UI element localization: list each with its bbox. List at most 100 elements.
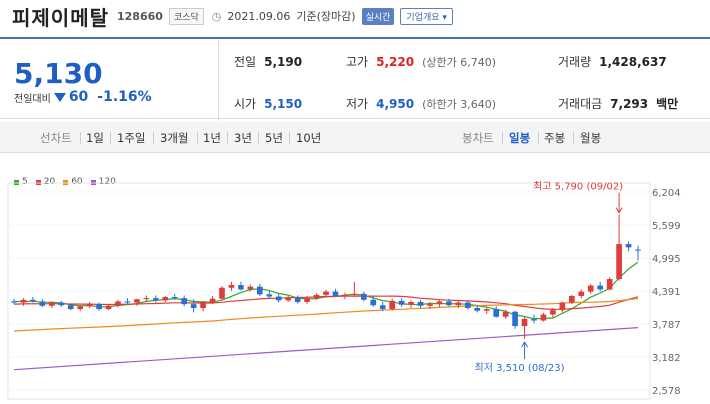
tab-1w[interactable]: 1주일 xyxy=(117,131,146,145)
candle-body xyxy=(115,301,121,306)
market-badge: 코스닥 xyxy=(168,7,204,25)
y-tick-label: 4,995 xyxy=(652,254,681,265)
candle-body xyxy=(219,287,225,299)
y-tick-label: 2,578 xyxy=(652,386,681,397)
tab-candle-chart[interactable]: 봉차트 xyxy=(462,131,494,145)
tab-10y[interactable]: 10년 xyxy=(296,131,322,145)
tab-monthly[interactable]: 월봉 xyxy=(580,131,602,145)
candle-body xyxy=(105,305,112,310)
amount-unit: 백만 xyxy=(656,97,679,111)
legend-item: 60 xyxy=(63,177,83,187)
candle-body xyxy=(616,244,622,280)
candle-body xyxy=(285,297,292,301)
divider xyxy=(502,132,503,144)
chart-legend: 5 20 60 120 xyxy=(14,177,116,187)
realtime-button[interactable]: 실시간 xyxy=(361,7,395,25)
change-percent: -1.16% xyxy=(97,89,152,105)
candle-body xyxy=(39,301,46,306)
candle-body xyxy=(587,285,594,292)
candle-body xyxy=(578,291,585,296)
candle-body xyxy=(304,298,310,302)
tab-3y[interactable]: 3년 xyxy=(234,131,252,145)
candlestick-chart[interactable]: 6,204 5,599 4,995 4,391 3,787 3,182 2,578 최고 5,… xyxy=(0,155,710,404)
down-arrow-icon xyxy=(53,92,66,102)
candle-body xyxy=(313,294,320,299)
legend-label: 5 xyxy=(22,177,28,187)
candle-body xyxy=(474,307,481,311)
ma60-line xyxy=(13,298,639,332)
candle-body xyxy=(58,302,65,306)
y-tick-label: 3,182 xyxy=(652,353,681,364)
candle-body xyxy=(96,304,102,310)
stat-volume: 거래량 1,428,637 xyxy=(558,53,667,70)
stat-prev: 전일 5,190 xyxy=(234,53,302,70)
stat-label: 거래량 xyxy=(558,55,592,69)
min-label: 최저 3,510 (08/23) xyxy=(475,362,565,374)
tab-1y[interactable]: 1년 xyxy=(203,131,221,145)
divider xyxy=(110,132,111,144)
tab-daily[interactable]: 일봉 xyxy=(509,131,531,145)
candle-body xyxy=(134,299,140,303)
candle-body xyxy=(266,294,273,297)
candle-body xyxy=(597,285,604,290)
stat-value: 4,950 xyxy=(376,97,415,111)
candle-body xyxy=(389,300,396,310)
clock-icon: ◷ xyxy=(211,9,222,23)
candle-body xyxy=(370,299,377,306)
legend-swatch xyxy=(63,179,69,185)
stat-label: 저가 xyxy=(346,97,369,111)
min-arrowhead xyxy=(521,341,528,348)
candle-body xyxy=(483,309,490,311)
candle-body xyxy=(48,302,55,306)
legend-item: 120 xyxy=(90,177,116,187)
candle-body xyxy=(550,310,556,315)
legend-swatch xyxy=(35,179,41,185)
max-label: 최고 5,790 (09/02) xyxy=(533,181,623,193)
divider xyxy=(197,132,198,144)
chart-tabs: 선차트 1일 1주일 3개월 1년 3년 5년 10년 봉차트 일봉 주봉 월봉 xyxy=(0,122,710,153)
tab-5y[interactable]: 5년 xyxy=(265,131,283,145)
divider xyxy=(573,132,574,144)
candle-body xyxy=(360,293,367,300)
candle-body xyxy=(606,279,613,290)
stat-low: 저가 4,950 (하한가 3,640) xyxy=(346,95,496,112)
legend-item: 20 xyxy=(35,177,55,187)
stock-name: 피제이메탈 xyxy=(12,5,109,30)
stat-label: 고가 xyxy=(346,55,369,69)
candle-body xyxy=(275,296,282,301)
company-info-button[interactable]: 기업개요 ▾ xyxy=(400,7,453,25)
tab-3m[interactable]: 3개월 xyxy=(160,131,189,145)
y-tick-label: 6,204 xyxy=(652,188,681,199)
candle-body xyxy=(86,304,93,307)
candle-body xyxy=(379,305,386,310)
tab-1d[interactable]: 1일 xyxy=(86,131,104,145)
candle-body xyxy=(540,314,547,321)
legend-label: 60 xyxy=(71,177,83,187)
divider xyxy=(258,132,259,144)
lower-limit: (하한가 3,640) xyxy=(422,98,496,111)
candle-body xyxy=(190,304,197,308)
ma120-line xyxy=(13,327,639,371)
candle-body xyxy=(323,291,329,295)
candle-body xyxy=(332,291,339,296)
candle-body xyxy=(200,301,206,308)
candle-body xyxy=(181,298,188,305)
stock-header: 피제이메탈 128660 코스닥 ◷ 2021.09.06 기준(장마감) 실시… xyxy=(0,0,710,32)
candle-body xyxy=(77,306,84,310)
candle-body xyxy=(436,301,443,305)
stat-value: 5,150 xyxy=(264,97,303,111)
candle-body xyxy=(521,318,528,327)
max-arrowhead xyxy=(615,207,623,214)
candle-body xyxy=(143,298,150,300)
candle-body xyxy=(30,299,36,302)
candle-body xyxy=(67,305,74,310)
tab-line-chart[interactable]: 선차트 xyxy=(40,131,72,145)
stat-label: 전일 xyxy=(234,55,257,69)
tab-weekly[interactable]: 주봉 xyxy=(544,131,566,145)
candle-body xyxy=(417,301,424,306)
divider xyxy=(227,132,228,144)
candle-body xyxy=(162,297,169,301)
change-label: 전일대비 xyxy=(14,93,51,105)
change-value: 60 xyxy=(68,89,89,105)
price-summary: 5,130 전일대비 60 -1.16% 전일 5,190 고가 5,220 (… xyxy=(0,37,710,121)
